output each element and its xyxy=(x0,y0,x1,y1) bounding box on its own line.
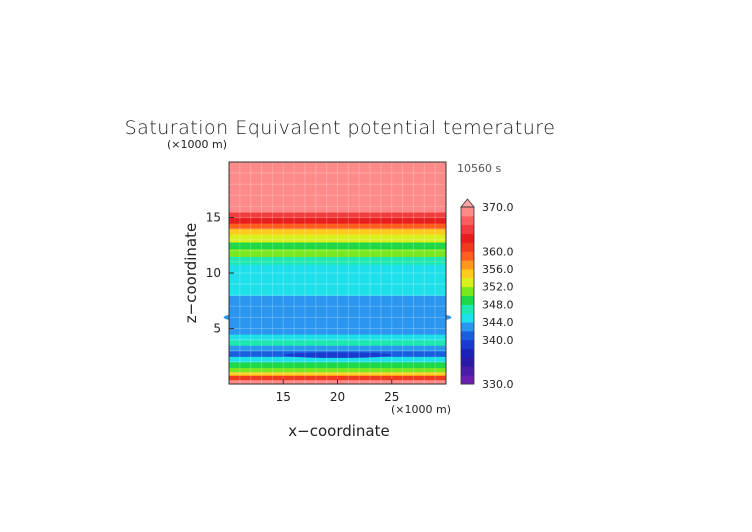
colorbar-extend-arrow xyxy=(460,198,475,208)
colorbar-swatch xyxy=(461,304,474,314)
contour-band xyxy=(229,367,446,373)
contour-blob xyxy=(283,352,392,358)
colorbar-swatch xyxy=(461,242,474,252)
y-tick-label: 5 xyxy=(213,322,221,336)
x-axis-label: x−coordinate xyxy=(288,422,389,440)
x-tick-label: 15 xyxy=(276,390,291,404)
contour-band xyxy=(229,339,446,346)
contour-band xyxy=(229,345,446,352)
colorbar-label: 356.0 xyxy=(482,263,514,276)
y-unit-label: (×1000 m) xyxy=(167,138,227,151)
x-ticks: 15 20 25 xyxy=(276,379,399,404)
colorbar-swatch xyxy=(461,251,474,261)
colorbar-label: 360.0 xyxy=(482,245,514,258)
contour-band xyxy=(229,223,446,230)
contour-band xyxy=(229,295,446,307)
contour-blob xyxy=(418,314,452,321)
colorbar-swatch xyxy=(461,339,474,350)
plot-area xyxy=(223,162,452,385)
grid-lines xyxy=(229,162,446,384)
colorbar-label: 340.0 xyxy=(482,334,514,347)
colorbar-swatch xyxy=(461,286,474,296)
contour-band xyxy=(229,241,446,250)
colorbar-labels: 330.0 340.0 344.0 348.0 352.0 356.0 360.0 370.0 xyxy=(482,201,514,391)
y-tick-label: 10 xyxy=(206,266,221,280)
colorbar-swatch xyxy=(461,207,474,217)
contour-band xyxy=(229,284,446,296)
colorbar-label: 370.0 xyxy=(482,201,514,214)
contour-band xyxy=(229,273,446,285)
colorbar-swatch xyxy=(461,277,474,288)
colorbar-swatch xyxy=(461,322,474,332)
contour-blob xyxy=(266,325,409,335)
colorbar-swatch xyxy=(461,366,474,376)
y-ticks: 5 10 15 xyxy=(206,211,234,336)
colorbar-swatch xyxy=(461,348,474,358)
x-unit-label: (×1000 m) xyxy=(391,403,451,416)
colorbar-swatch xyxy=(461,330,474,341)
colorbar-label: 330.0 xyxy=(482,378,514,391)
contour-band xyxy=(229,317,446,330)
contour-band xyxy=(229,248,446,257)
contour-band xyxy=(229,217,446,224)
contour-band xyxy=(229,361,446,368)
contour-band xyxy=(229,334,446,341)
colorbar-label: 352.0 xyxy=(482,281,514,294)
contour-blob xyxy=(223,314,257,321)
colorbar-swatch xyxy=(461,295,474,305)
colorbar-swatch xyxy=(461,313,474,323)
contour-band xyxy=(229,256,446,265)
colorbar-swatch xyxy=(461,357,474,367)
colorbar-swatch xyxy=(461,215,474,226)
contour-band xyxy=(229,356,446,363)
contour-blob xyxy=(315,301,360,307)
y-tick-label: 15 xyxy=(206,211,221,225)
colorbar-frame xyxy=(460,206,475,385)
colorbar-swatch xyxy=(461,260,474,270)
contour-band xyxy=(229,371,446,376)
contour-band xyxy=(229,228,446,235)
x-tick-label: 20 xyxy=(330,390,345,404)
colorbar-swatch xyxy=(461,375,474,385)
contour-band xyxy=(229,162,446,213)
colorbar xyxy=(460,198,475,385)
contour-band xyxy=(229,234,446,243)
y-axis-label: z−coordinate xyxy=(182,223,200,323)
colorbar-swatch xyxy=(461,268,474,279)
colorbar-label: 344.0 xyxy=(482,316,514,329)
contour-band xyxy=(229,306,446,318)
colorbar-swatch xyxy=(461,233,474,243)
contour-band xyxy=(229,264,446,274)
contour-band xyxy=(229,211,446,219)
contour-band xyxy=(229,375,446,381)
colorbar-swatch xyxy=(461,224,474,235)
colorbar-label: 348.0 xyxy=(482,298,514,311)
time-label: 10560 s xyxy=(457,162,501,175)
chart-title: Saturation Equivalent potential temeratu… xyxy=(125,117,556,139)
x-tick-label: 25 xyxy=(384,390,399,404)
